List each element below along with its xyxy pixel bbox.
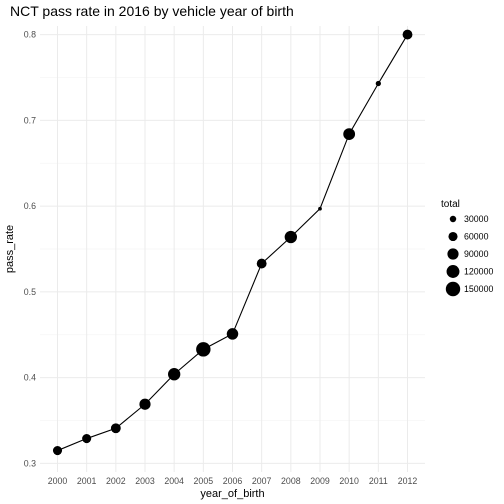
x-tick-label: 2002 bbox=[106, 476, 126, 486]
y-tick-label: 0.5 bbox=[24, 287, 36, 297]
data-point bbox=[256, 258, 267, 269]
x-tick-label: 2007 bbox=[252, 476, 272, 486]
y-axis-ticks: 0.3 0.4 0.5 0.6 0.7 0.8 bbox=[24, 30, 36, 469]
y-tick-label: 0.8 bbox=[24, 30, 36, 40]
series-layer bbox=[52, 29, 413, 456]
legend-key bbox=[447, 248, 459, 260]
data-point bbox=[82, 433, 92, 444]
legend-key bbox=[448, 231, 458, 242]
size-legend: total 30000 60000 90000 120000 150000 bbox=[441, 199, 493, 297]
x-tick-label: 2012 bbox=[398, 476, 418, 486]
data-point bbox=[196, 342, 211, 357]
data-point bbox=[226, 328, 239, 340]
x-tick-label: 2010 bbox=[339, 476, 359, 486]
x-tick-label: 2000 bbox=[48, 476, 68, 486]
legend-label: 120000 bbox=[464, 267, 493, 277]
data-point bbox=[318, 206, 322, 211]
legend-label: 90000 bbox=[464, 249, 489, 259]
x-tick-label: 2006 bbox=[223, 476, 243, 486]
x-tick-label: 2009 bbox=[310, 476, 330, 486]
x-axis-title: year_of_birth bbox=[200, 488, 264, 500]
data-point bbox=[343, 128, 356, 140]
legend-key bbox=[446, 265, 460, 278]
chart-title: NCT pass rate in 2016 by vehicle year of… bbox=[10, 3, 294, 19]
y-tick-label: 0.3 bbox=[24, 458, 36, 468]
y-tick-label: 0.4 bbox=[24, 373, 36, 383]
legend-title: total bbox=[441, 199, 460, 210]
x-tick-label: 2003 bbox=[135, 476, 155, 486]
data-point bbox=[110, 423, 121, 434]
x-tick-label: 2001 bbox=[77, 476, 97, 486]
y-tick-label: 0.6 bbox=[24, 201, 36, 211]
legend-label: 60000 bbox=[464, 232, 489, 242]
x-tick-label: 2011 bbox=[369, 476, 388, 486]
legend-label: 150000 bbox=[464, 284, 493, 294]
x-tick-label: 2005 bbox=[194, 476, 214, 486]
grid bbox=[40, 26, 425, 472]
data-point bbox=[284, 230, 297, 244]
data-point bbox=[139, 398, 151, 410]
legend-key bbox=[449, 215, 457, 223]
y-tick-label: 0.7 bbox=[24, 115, 36, 125]
data-point bbox=[52, 446, 63, 456]
x-axis-ticks: 2000 2001 2002 2003 2004 2005 2006 2007 2008 2009… bbox=[48, 476, 418, 486]
data-point bbox=[168, 368, 181, 381]
data-point bbox=[375, 80, 381, 87]
x-tick-label: 2008 bbox=[281, 476, 301, 486]
data-point bbox=[402, 29, 413, 40]
legend-label: 30000 bbox=[464, 214, 489, 224]
legend-key bbox=[445, 281, 461, 297]
x-tick-label: 2004 bbox=[164, 476, 184, 486]
y-axis-title: pass_rate bbox=[4, 225, 16, 273]
